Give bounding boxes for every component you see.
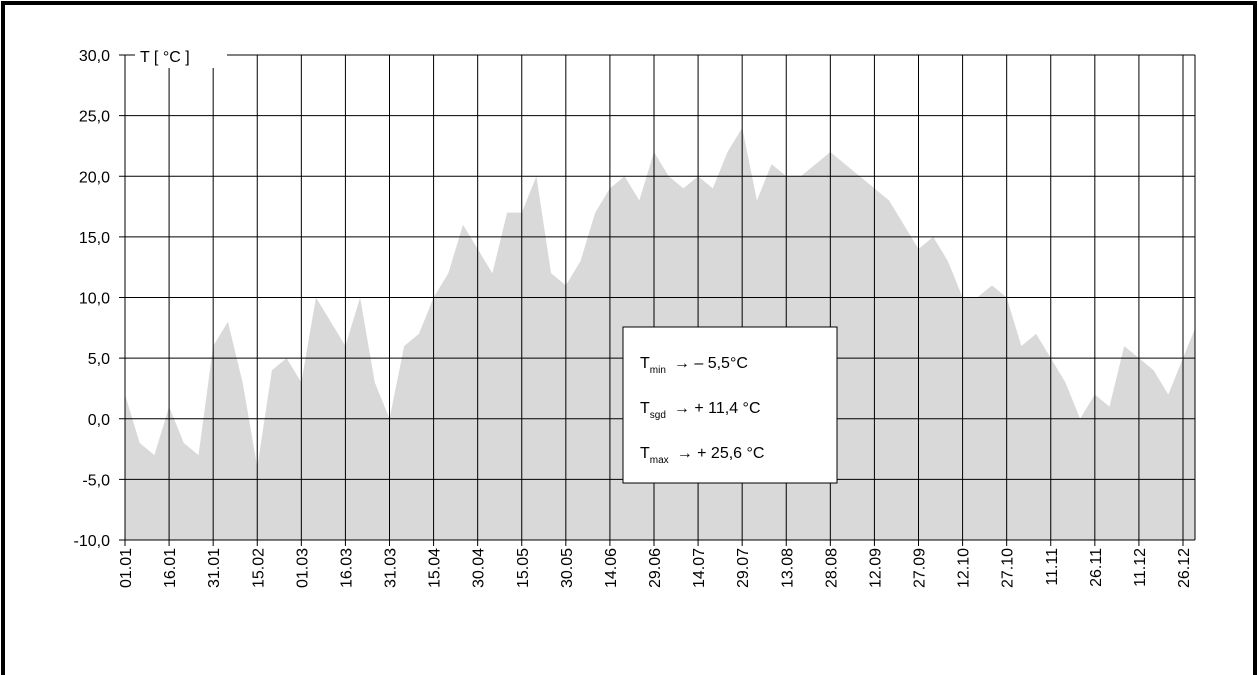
legend-entry: Tmax → + 25,6 °C bbox=[640, 445, 764, 466]
x-tick-label: 31.01 bbox=[206, 548, 223, 588]
y-tick-label: 25,0 bbox=[79, 109, 110, 126]
x-tick-label: 14.07 bbox=[691, 548, 708, 588]
legend-subscript: min bbox=[650, 365, 666, 376]
x-tick-label: 26.11 bbox=[1088, 548, 1105, 587]
x-tick-label: 15.04 bbox=[427, 548, 444, 588]
legend-entry: Tmin → – 5,5°C bbox=[640, 355, 748, 376]
x-tick-label: 12.09 bbox=[867, 548, 884, 588]
x-tick-label: 30.05 bbox=[559, 548, 576, 588]
x-tick-label: 30.04 bbox=[471, 548, 488, 588]
x-tick-label: 31.03 bbox=[383, 548, 400, 588]
legend-text: → + 25,6 °C bbox=[677, 445, 765, 462]
legend-subscript: sgd bbox=[650, 410, 666, 421]
legend-symbol: T bbox=[640, 355, 650, 372]
y-label-bg bbox=[135, 44, 227, 68]
legend-symbol: T bbox=[640, 400, 650, 417]
x-tick-label: 01.01 bbox=[118, 548, 135, 588]
y-tick-label: 0,0 bbox=[88, 412, 110, 429]
x-tick-label: 15.02 bbox=[250, 548, 267, 588]
x-tick-label: 13.08 bbox=[779, 548, 796, 588]
x-tick-label: 26.12 bbox=[1176, 548, 1193, 588]
x-tick-label: 11.12 bbox=[1132, 548, 1149, 587]
legend-subscript: max bbox=[650, 455, 669, 466]
x-tick-label: 29.06 bbox=[647, 548, 664, 588]
legend-box bbox=[622, 326, 838, 484]
y-tick-label: 10,0 bbox=[79, 291, 110, 308]
x-tick-label: 28.08 bbox=[823, 548, 840, 588]
x-tick-label: 27.09 bbox=[912, 548, 929, 588]
x-tick-label: 15.05 bbox=[515, 548, 532, 588]
y-tick-label: 15,0 bbox=[79, 230, 110, 247]
y-tick-label: -10,0 bbox=[74, 533, 111, 550]
legend-text: → + 11,4 °C bbox=[674, 400, 761, 417]
y-axis-label: T [ °C ] bbox=[140, 49, 190, 66]
x-tick-label: 27.10 bbox=[1000, 548, 1017, 588]
y-tick-label: 30,0 bbox=[79, 48, 110, 65]
x-tick-label: 14.06 bbox=[603, 548, 620, 588]
y-tick-label: 5,0 bbox=[88, 351, 110, 368]
legend-text: → – 5,5°C bbox=[674, 355, 748, 372]
x-tick-label: 11.11 bbox=[1044, 548, 1061, 586]
y-tick-label: 20,0 bbox=[79, 169, 110, 186]
x-tick-label: 29.07 bbox=[735, 548, 752, 588]
legend: Tmin → – 5,5°C Tsgd → + 11,4 °C Tmax → + 25,6… bbox=[640, 355, 764, 466]
x-tick-label: 12.10 bbox=[956, 548, 973, 588]
legend-entry: Tsgd → + 11,4 °C bbox=[640, 400, 761, 421]
x-tick-label: 16.03 bbox=[338, 548, 355, 588]
x-tick-label: 01.03 bbox=[294, 548, 311, 588]
y-tick-label: -5,0 bbox=[82, 472, 110, 489]
x-tick-label: 16.01 bbox=[162, 548, 179, 588]
legend-symbol: T bbox=[640, 445, 650, 462]
labels: -10,0 -5,0 0,0 5,0 10,0 15,0 20,0 25,0 30,0 01.01… bbox=[74, 48, 1193, 588]
